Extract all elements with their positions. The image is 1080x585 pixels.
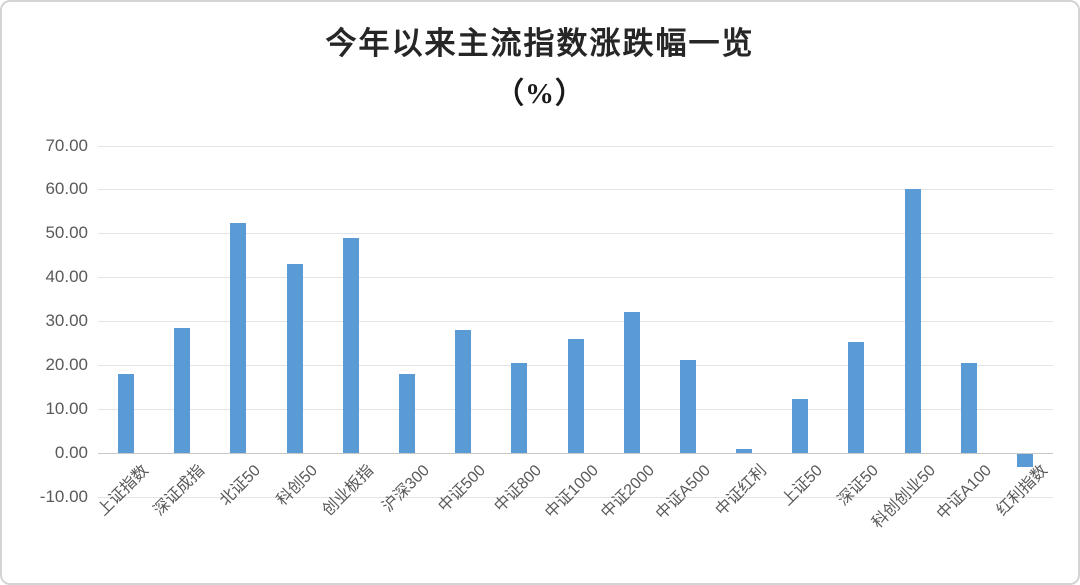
y-axis-label: 30.00 (45, 311, 88, 330)
gridline (98, 233, 1053, 235)
gridline (98, 496, 1053, 498)
gridline (98, 189, 1053, 191)
bar (230, 222, 247, 453)
bar (1016, 453, 1033, 467)
bar (118, 373, 135, 453)
gridline (98, 321, 1053, 322)
bar (342, 238, 359, 453)
axis-line-zero (98, 452, 1053, 454)
bar (567, 338, 584, 453)
y-axis-label: 60.00 (45, 179, 88, 199)
bar (960, 362, 977, 453)
y-axis-label: 10.00 (45, 398, 88, 418)
gridline (98, 145, 1053, 147)
bar (286, 263, 303, 453)
bar (623, 312, 640, 453)
y-axis-label: 20.00 (45, 354, 88, 374)
bar (398, 374, 415, 453)
bar (904, 189, 921, 453)
bar (736, 449, 753, 453)
bar (792, 399, 809, 453)
bar (511, 362, 528, 453)
y-axis-label: 50.00 (45, 223, 88, 243)
bar (679, 360, 696, 453)
bar (174, 328, 191, 453)
bar (455, 329, 472, 453)
y-axis-label: 70.00 (45, 135, 88, 155)
chart-subtitle: （%） (494, 78, 585, 110)
x-axis-label: 上证指数 (94, 462, 153, 520)
gridline (98, 277, 1053, 279)
y-axis-label: -10.00 (39, 486, 88, 506)
bar (848, 341, 865, 453)
y-axis-label: 0.00 (54, 442, 88, 462)
y-axis-label: 40.00 (45, 267, 88, 287)
chart-title: 今年以来主流指数涨跌幅一览 (325, 26, 755, 61)
